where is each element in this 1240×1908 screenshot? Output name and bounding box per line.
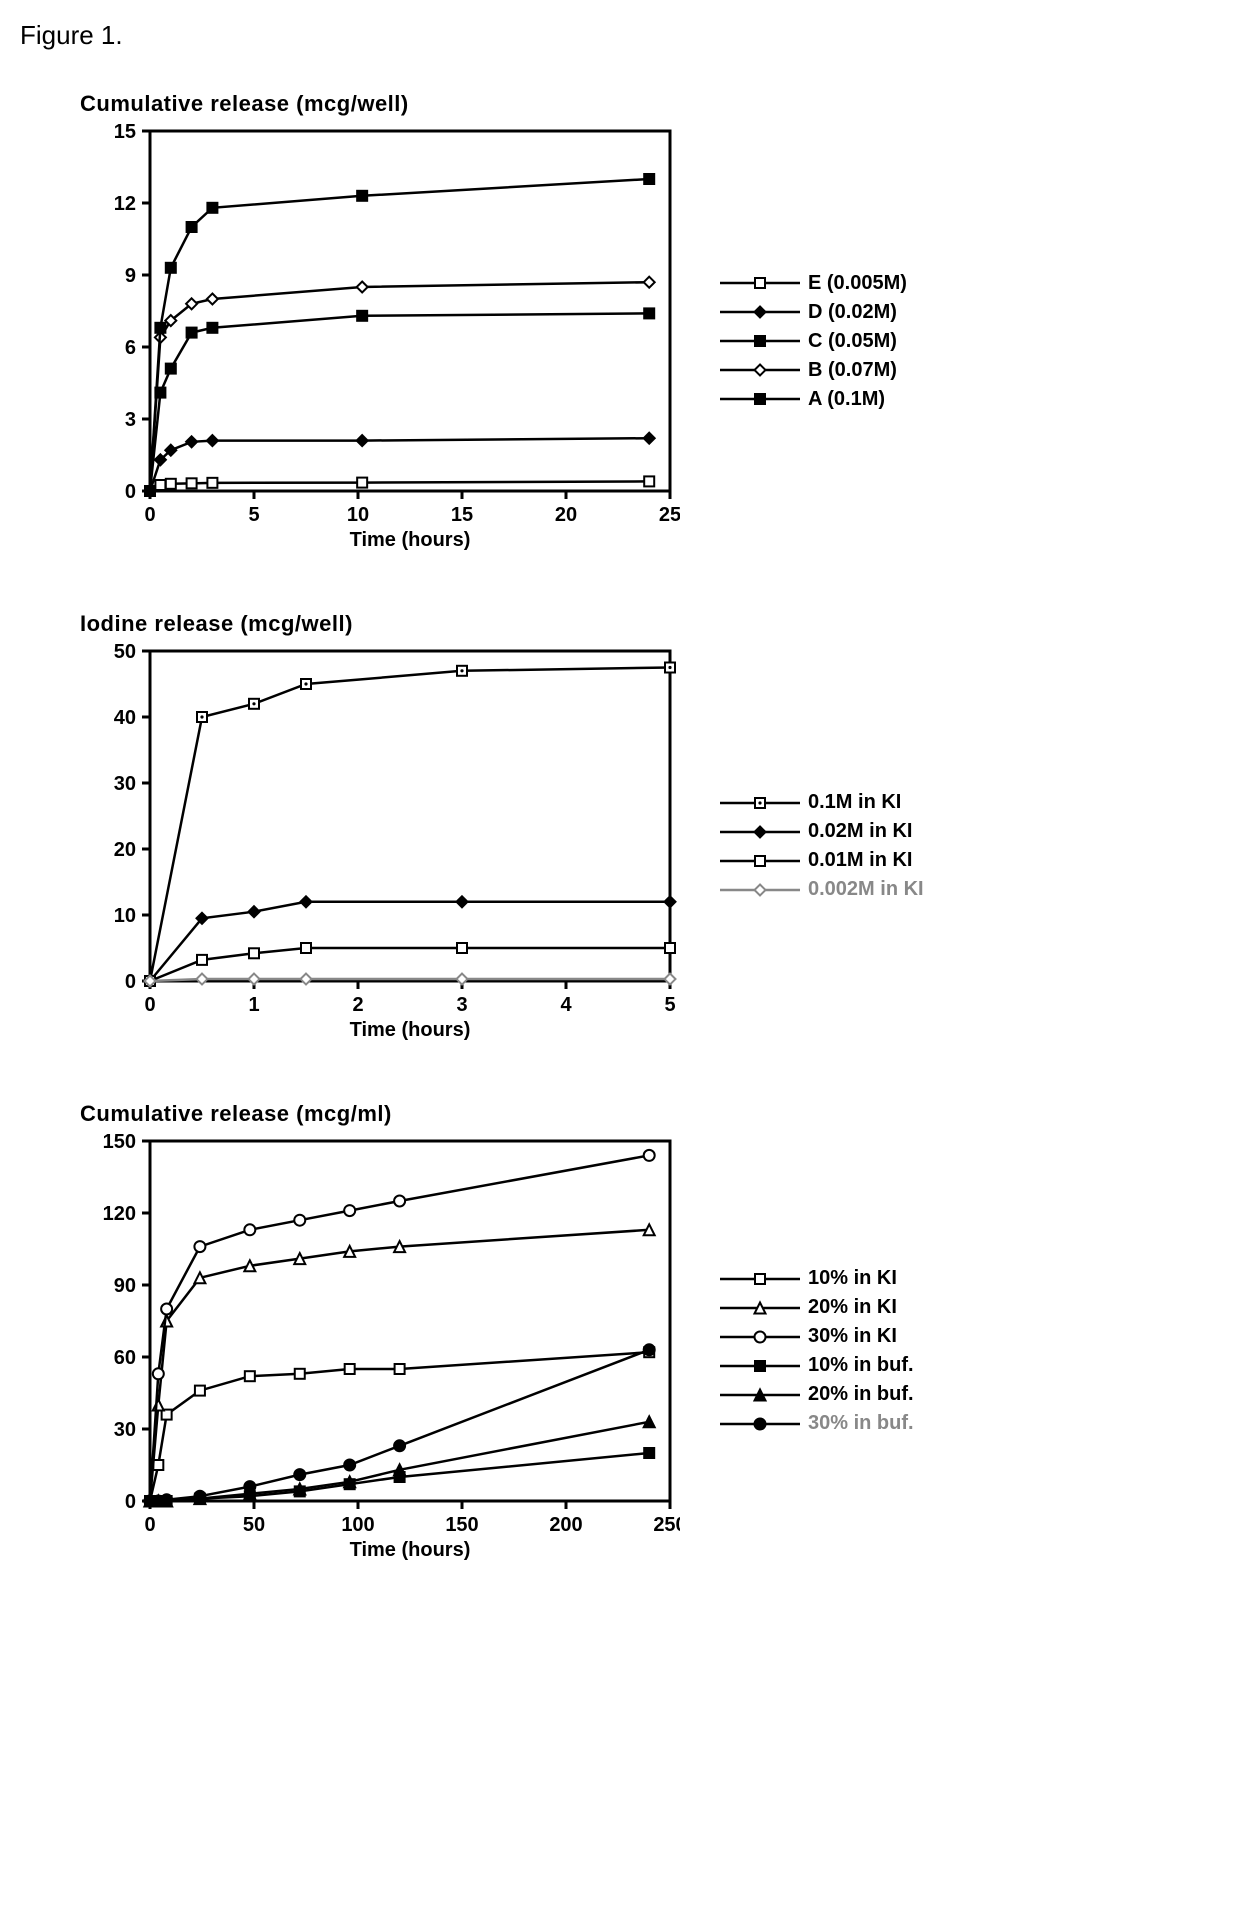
chart1: Cumulative release (mcg/well) 0 5 10 15 20 25… [80,91,1220,561]
legend-marker [720,1298,800,1318]
legend-label: B (0.07M) [808,359,897,382]
svg-text:0: 0 [125,1491,136,1513]
svg-text:0: 0 [144,1514,155,1536]
legend-marker [720,389,800,409]
svg-text:6: 6 [125,337,136,359]
legend-item: B (0.07M) [720,359,907,382]
svg-text:15: 15 [451,504,473,526]
legend-item: A (0.1M) [720,388,907,411]
svg-text:2: 2 [352,994,363,1016]
legend-marker [720,331,800,351]
chart2-legend: 0.1M in KI 0.02M in KI 0.01M in KI [720,785,924,907]
chart2-title: Iodine release (mcg/well) [80,611,1220,637]
svg-text:3: 3 [456,994,467,1016]
legend-label: 10% in KI [808,1267,897,1290]
svg-text:0: 0 [125,481,136,503]
legend-marker [720,360,800,380]
svg-text:50: 50 [243,1514,265,1536]
legend-item: E (0.005M) [720,272,907,295]
svg-text:15: 15 [114,121,136,143]
legend-marker [720,880,800,900]
chart1-title: Cumulative release (mcg/well) [80,91,1220,117]
svg-text:5: 5 [664,994,675,1016]
svg-text:10: 10 [347,504,369,526]
chart3-svg: 0 50 100 150 200 250 0 30 60 90 120 150 Time (hours) [80,1131,680,1571]
svg-text:120: 120 [103,1203,136,1225]
legend-marker [720,1327,800,1347]
legend-label: 0.002M in KI [808,878,924,901]
svg-text:100: 100 [341,1514,374,1536]
legend-marker [720,1385,800,1405]
svg-text:20: 20 [114,839,136,861]
svg-text:20: 20 [555,504,577,526]
svg-text:50: 50 [114,641,136,663]
legend-label: 0.1M in KI [808,791,901,814]
svg-text:40: 40 [114,707,136,729]
chart1-legend: E (0.005M) D (0.02M) C (0.05M) [720,266,907,417]
figure-label: Figure 1. [20,20,1220,51]
svg-text:30: 30 [114,1419,136,1441]
svg-text:12: 12 [114,193,136,215]
chart3-legend: 10% in KI 20% in KI 30% in KI [720,1261,914,1441]
legend-label: C (0.05M) [808,330,897,353]
chart2-svg: 01234501020304050Time (hours) [80,641,680,1051]
legend-marker [720,1269,800,1289]
legend-item: C (0.05M) [720,330,907,353]
legend-label: 0.01M in KI [808,849,912,872]
legend-label: D (0.02M) [808,301,897,324]
legend-marker [720,822,800,842]
legend-item: 10% in buf. [720,1354,914,1377]
svg-text:1: 1 [248,994,259,1016]
legend-item: 0.002M in KI [720,878,924,901]
svg-text:Time (hours): Time (hours) [350,1019,471,1041]
svg-text:0: 0 [144,994,155,1016]
legend-marker [720,851,800,871]
svg-text:10: 10 [114,905,136,927]
svg-text:25: 25 [659,504,680,526]
legend-marker [720,793,800,813]
legend-item: 0.1M in KI [720,791,924,814]
legend-item: 20% in KI [720,1296,914,1319]
chart2: Iodine release (mcg/well) 01234501020304… [80,611,1220,1051]
legend-label: 10% in buf. [808,1354,914,1377]
svg-text:0: 0 [144,504,155,526]
svg-text:30: 30 [114,773,136,795]
legend-label: 30% in KI [808,1325,897,1348]
legend-item: 0.01M in KI [720,849,924,872]
legend-marker [720,302,800,322]
svg-text:90: 90 [114,1275,136,1297]
legend-label: A (0.1M) [808,388,885,411]
legend-marker [720,273,800,293]
chart3-title: Cumulative release (mcg/ml) [80,1101,1220,1127]
svg-text:Time (hours): Time (hours) [350,529,471,551]
svg-text:Time (hours): Time (hours) [350,1539,471,1561]
legend-item: 30% in KI [720,1325,914,1348]
svg-text:4: 4 [560,994,572,1016]
legend-label: 0.02M in KI [808,820,912,843]
legend-item: 0.02M in KI [720,820,924,843]
svg-text:250: 250 [653,1514,680,1536]
legend-label: 30% in buf. [808,1412,914,1435]
svg-text:60: 60 [114,1347,136,1369]
legend-item: 10% in KI [720,1267,914,1290]
svg-text:0: 0 [125,971,136,993]
legend-label: 20% in buf. [808,1383,914,1406]
chart1-svg: 0 5 10 15 20 25 0 3 6 9 12 15 Time (hours) [80,121,680,561]
svg-text:5: 5 [248,504,259,526]
legend-label: 20% in KI [808,1296,897,1319]
legend-label: E (0.005M) [808,272,907,295]
legend-item: 20% in buf. [720,1383,914,1406]
svg-text:150: 150 [445,1514,478,1536]
svg-text:200: 200 [549,1514,582,1536]
svg-text:150: 150 [103,1131,136,1153]
chart3: Cumulative release (mcg/ml) 0 50 100 150 200… [80,1101,1220,1571]
svg-text:3: 3 [125,409,136,431]
legend-item: D (0.02M) [720,301,907,324]
legend-marker [720,1356,800,1376]
legend-item: 30% in buf. [720,1412,914,1435]
svg-text:9: 9 [125,265,136,287]
legend-marker [720,1414,800,1434]
